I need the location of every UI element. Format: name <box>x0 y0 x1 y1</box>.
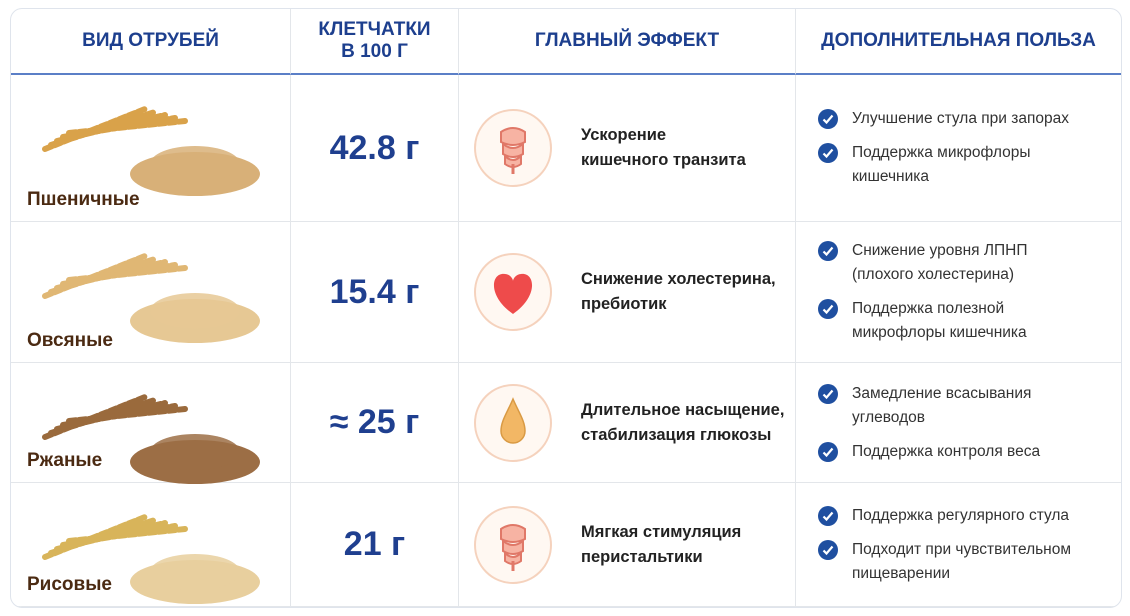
benefits-cell: Замедление всасывания углеводов Поддержка… <box>796 363 1121 483</box>
benefit-item: Подходит при чувствительном пищеварении <box>818 538 1121 586</box>
benefit-item: Замедление всасывания углеводов <box>818 382 1121 430</box>
effect-icon <box>474 109 552 187</box>
fiber-value: ≈ 25 г <box>291 363 459 483</box>
benefit-item: Улучшение стула при запорах <box>818 107 1121 131</box>
effect-text: Мягкая стимуляция перистальтики <box>581 522 742 566</box>
column-header: ГЛАВНЫЙ ЭФФЕКТ <box>459 9 796 75</box>
bran-name: Ржаные <box>27 450 103 471</box>
bran-name: Овсяные <box>27 330 113 351</box>
column-header: ДОПОЛНИТЕЛЬНАЯ ПОЛЬЗА <box>796 9 1121 75</box>
column-header: ВИД ОТРУБЕЙ <box>11 9 291 75</box>
effect-icon <box>474 253 552 331</box>
benefit-item: Поддержка полезной микрофлоры кишечника <box>818 297 1121 345</box>
fiber-value: 15.4 г <box>291 222 459 363</box>
check-icon <box>818 241 838 261</box>
check-icon <box>818 383 838 404</box>
benefit-item: Поддержка контроля веса <box>818 440 1121 464</box>
fiber-value: 42.8 г <box>291 75 459 222</box>
bran-cell: Рисовые <box>11 483 291 607</box>
grain-illustration <box>42 253 260 343</box>
benefit-text: Улучшение стула при запорах <box>852 110 1069 127</box>
benefit-text: Поддержка регулярного стула <box>852 506 1070 524</box>
benefits-cell: Улучшение стула при запорах Поддержка мик… <box>796 75 1121 222</box>
bran-name: Пшеничные <box>27 189 140 210</box>
bran-table: ВИД ОТРУБЕЙ КЛЕТЧАТКИ В 100 Г ГЛАВНЫЙ ЭФФЕ… <box>10 8 1122 608</box>
benefit-item: Поддержка регулярного стула <box>818 504 1121 528</box>
benefit-text: Замедление всасывания углеводов <box>852 384 1032 426</box>
column-header: КЛЕТЧАТКИ В 100 Г <box>291 9 459 75</box>
check-icon <box>818 299 838 319</box>
check-icon <box>818 441 838 462</box>
check-icon <box>818 539 838 560</box>
effect-text: Длительное насыщение, стабилизация глюко… <box>581 400 785 444</box>
bran-cell: Овсяные <box>11 222 291 363</box>
check-icon <box>818 109 838 129</box>
bran-cell: Пшеничные <box>11 75 291 222</box>
grain-illustration <box>42 394 260 484</box>
effect-text: Ускорение кишечного транзита <box>581 126 746 169</box>
benefit-text: Поддержка полезной микрофлоры кишечника <box>852 300 1027 341</box>
check-icon <box>818 505 838 526</box>
grain-illustration <box>42 106 260 196</box>
effect-cell: Мягкая стимуляция перистальтики <box>459 483 796 607</box>
grain-illustration <box>42 514 260 604</box>
effect-cell: Снижение холестерина, пребиотик <box>459 222 796 363</box>
benefits-cell: Снижение уровня ЛПНП (плохого холестерин… <box>796 222 1121 363</box>
benefit-item: Снижение уровня ЛПНП (плохого холестерин… <box>818 239 1121 287</box>
fiber-value: 21 г <box>291 483 459 607</box>
benefits-cell: Поддержка регулярного стула Подходит при … <box>796 483 1121 607</box>
benefit-text: Снижение уровня ЛПНП (плохого холестерин… <box>852 242 1028 283</box>
bran-name: Рисовые <box>27 574 112 595</box>
effect-cell: Длительное насыщение, стабилизация глюко… <box>459 363 796 483</box>
effect-icon <box>474 505 552 584</box>
check-icon <box>818 143 838 163</box>
benefit-text: Подходит при чувствительном пищеварении <box>852 540 1072 582</box>
bran-cell: Ржаные <box>11 363 291 484</box>
benefit-text: Поддержка микрофлоры кишечника <box>852 144 1031 185</box>
effect-icon <box>474 383 552 462</box>
benefit-text: Поддержка контроля веса <box>852 442 1041 460</box>
effect-cell: Ускорение кишечного транзита <box>459 75 796 222</box>
effect-text: Снижение холестерина, пребиотик <box>581 270 776 313</box>
benefit-item: Поддержка микрофлоры кишечника <box>818 141 1121 189</box>
